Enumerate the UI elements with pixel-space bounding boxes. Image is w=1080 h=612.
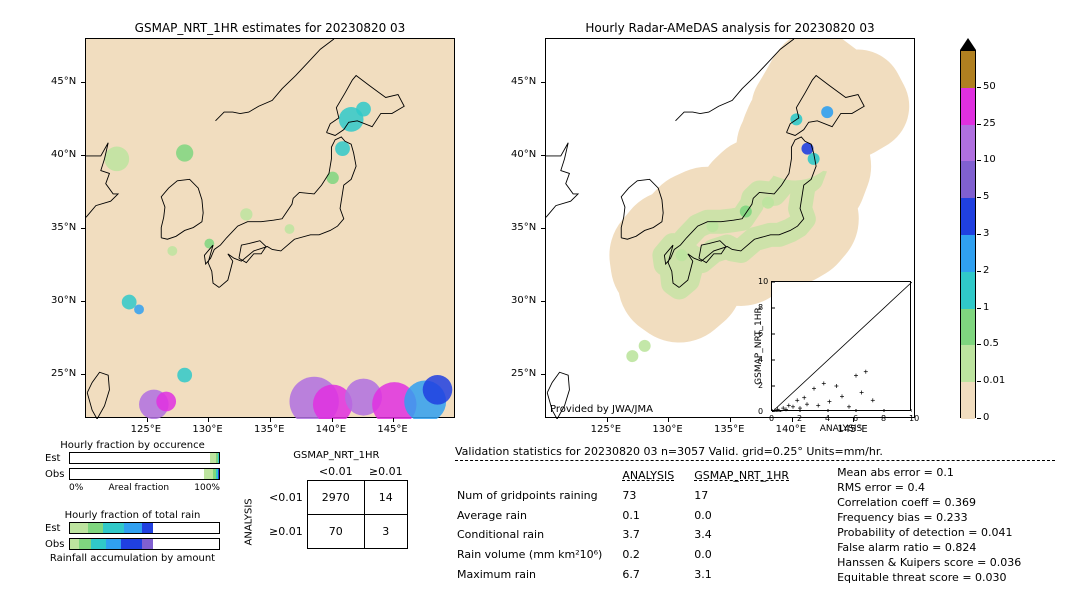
colorbar-label: 0: [983, 412, 989, 423]
stat-row: Probability of detection = 0.041: [837, 525, 1021, 540]
ytick: 25°N: [511, 368, 536, 379]
xtick: 135°E: [254, 424, 284, 435]
stat-row: Equitable threat score = 0.030: [837, 570, 1021, 585]
map-right-title: Hourly Radar-AMeDAS analysis for 2023082…: [546, 21, 914, 35]
xtick: 140°E: [316, 424, 346, 435]
ytick: 40°N: [511, 149, 536, 160]
bar-row: Obs: [45, 537, 220, 551]
xtick: 145°E: [377, 424, 407, 435]
xtick: 145°E: [837, 424, 867, 435]
ytick: 30°N: [51, 295, 76, 306]
colorbar-label: 0.01: [983, 375, 1005, 386]
inset-scatter: 00224466881010ANALYSISGSMAP_NRT_1HR: [771, 281, 911, 411]
bar-axis: 0%Areal fraction100%: [69, 483, 220, 493]
contingency-panel: GSMAP_NRT_1HR <0.01≥0.01<0.01297014≥0.017…: [265, 450, 408, 549]
colorbar-label: 2: [983, 265, 989, 276]
colorbar-label: 25: [983, 118, 996, 129]
contingency-col-title: GSMAP_NRT_1HR: [265, 450, 408, 461]
contingency-row-title: ANALYSIS: [244, 486, 255, 546]
contingency-cell: 14: [364, 481, 407, 515]
validation-table: ANALYSISGSMAP_NRT_1HRNum of gridpoints r…: [455, 465, 809, 585]
xtick: 130°E: [192, 424, 222, 435]
ytick: 30°N: [511, 295, 536, 306]
stat-row: Hanssen & Kuipers score = 0.036: [837, 555, 1021, 570]
validation-panel: Validation statistics for 20230820 03 n=…: [455, 445, 1055, 585]
colorbar-label: 1: [983, 302, 989, 313]
colorbar-label: 10: [983, 154, 996, 165]
ytick: 35°N: [511, 222, 536, 233]
colorbar-label: 50: [983, 81, 996, 92]
stat-row: Correlation coeff = 0.369: [837, 495, 1021, 510]
ytick: 45°N: [511, 76, 536, 87]
xtick: 125°E: [591, 424, 621, 435]
bar-row: Est: [45, 451, 220, 465]
xtick: 140°E: [776, 424, 806, 435]
contingency-table: <0.01≥0.01<0.01297014≥0.01703: [265, 463, 408, 549]
contingency-cell: 3: [364, 515, 407, 549]
bar-row: Est: [45, 521, 220, 535]
validation-stats: Mean abs error = 0.1RMS error = 0.4Corre…: [837, 465, 1021, 585]
colorbar-label: 0.5: [983, 338, 999, 349]
map-credit: Provided by JWA/JMA: [550, 404, 653, 415]
bar-footer: Rainfall accumulation by amount: [45, 553, 220, 564]
occurrence-panel: Hourly fraction by occurence Est Obs 0%Are…: [45, 440, 220, 493]
ytick: 40°N: [51, 149, 76, 160]
colorbar-label: 3: [983, 228, 989, 239]
stat-row: False alarm ratio = 0.824: [837, 540, 1021, 555]
ytick: 35°N: [51, 222, 76, 233]
xtick: 130°E: [652, 424, 682, 435]
map-left: GSMAP_NRT_1HR estimates for 20230820 03: [85, 38, 455, 418]
validation-title: Validation statistics for 20230820 03 n=…: [455, 445, 1055, 458]
ytick: 45°N: [51, 76, 76, 87]
contingency-cell: 2970: [307, 481, 364, 515]
colorbar-arrow: [960, 38, 976, 50]
map-left-svg: [86, 39, 456, 419]
bar-row: Obs: [45, 467, 220, 481]
xtick: 125°E: [131, 424, 161, 435]
ytick: 25°N: [51, 368, 76, 379]
stat-row: RMS error = 0.4: [837, 480, 1021, 495]
colorbar: 00.010.51235102550: [960, 38, 976, 418]
map-left-title: GSMAP_NRT_1HR estimates for 20230820 03: [86, 21, 454, 35]
stat-row: Frequency bias = 0.233: [837, 510, 1021, 525]
stat-row: Mean abs error = 0.1: [837, 465, 1021, 480]
totalrain-panel: Hourly fraction of total rain Est Obs Rain…: [45, 510, 220, 564]
map-right: Hourly Radar-AMeDAS analysis for 2023082…: [545, 38, 915, 418]
colorbar-label: 5: [983, 191, 989, 202]
inset-ylabel: GSMAP_NRT_1HR: [754, 301, 764, 391]
contingency-cell: 70: [307, 515, 364, 549]
totalrain-title: Hourly fraction of total rain: [45, 510, 220, 521]
occurrence-title: Hourly fraction by occurence: [45, 440, 220, 451]
xtick: 135°E: [714, 424, 744, 435]
